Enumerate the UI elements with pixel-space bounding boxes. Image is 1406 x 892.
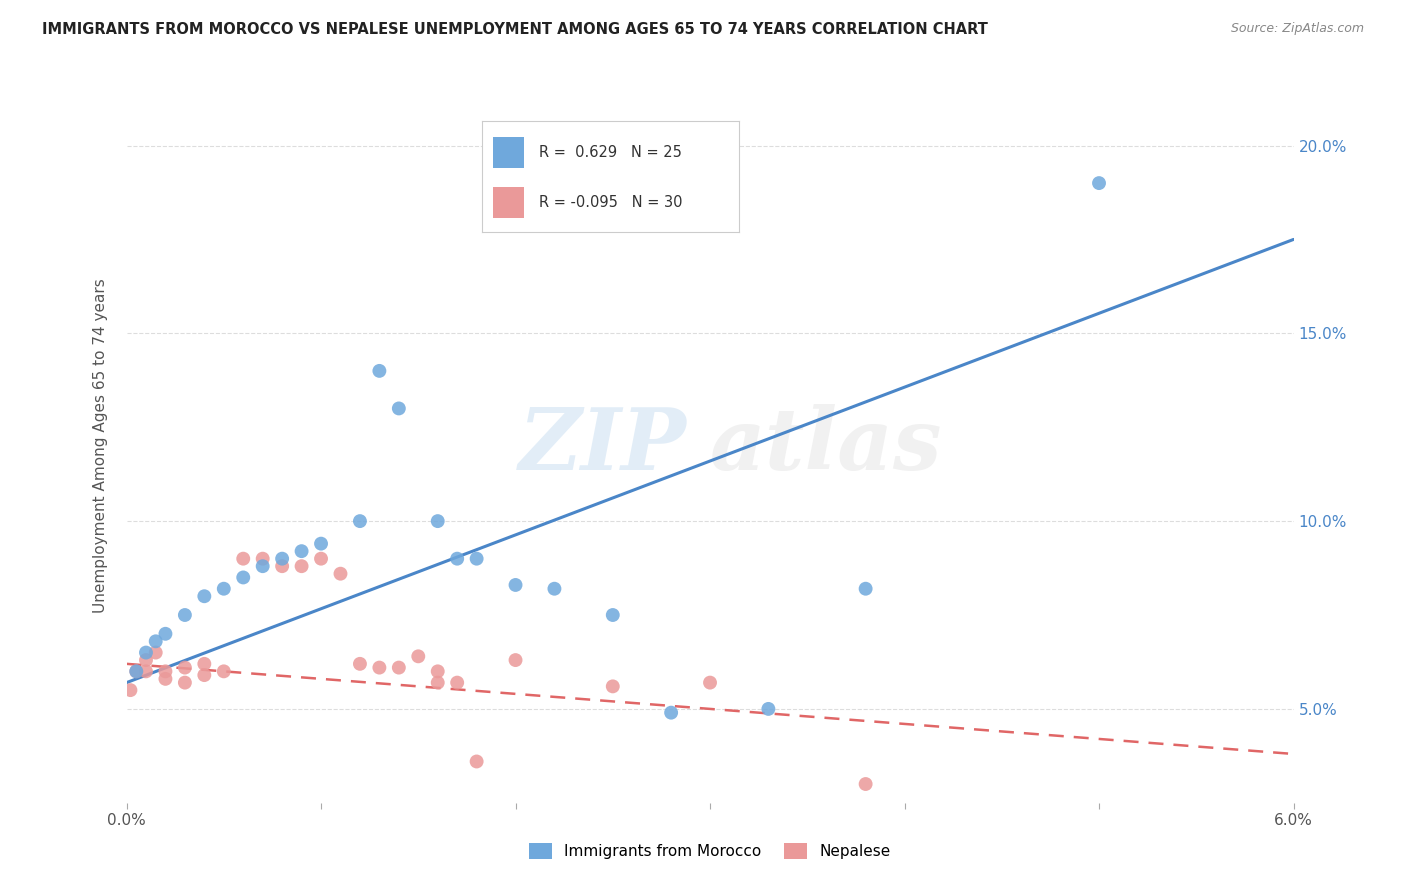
Text: atlas: atlas (710, 404, 942, 488)
Point (174, 607, 197, 622)
Point (1088, 176, 1111, 190)
Point (193, 668, 215, 682)
Point (271, 559, 294, 574)
Point (756, 702, 779, 716)
Point (232, 570, 254, 584)
Point (125, 665, 148, 679)
Point (174, 675, 197, 690)
Point (193, 657, 215, 671)
Point (505, 578, 527, 592)
Point (329, 566, 352, 581)
Point (252, 551, 274, 566)
Point (135, 646, 157, 660)
Point (855, 582, 877, 596)
Point (145, 646, 167, 660)
Point (855, 777, 877, 791)
Point (145, 634, 167, 648)
Point (426, 514, 449, 528)
Text: IMMIGRANTS FROM MOROCCO VS NEPALESE UNEMPLOYMENT AMONG AGES 65 TO 74 YEARS CORRE: IMMIGRANTS FROM MOROCCO VS NEPALESE UNEM… (42, 22, 988, 37)
Point (349, 657, 371, 671)
Point (135, 665, 157, 679)
Legend: Immigrants from Morocco, Nepalese: Immigrants from Morocco, Nepalese (522, 835, 898, 866)
Point (232, 551, 254, 566)
Point (388, 401, 411, 416)
Point (193, 589, 215, 603)
Point (465, 755, 488, 769)
Point (155, 672, 177, 686)
Point (309, 536, 332, 550)
Point (368, 660, 391, 674)
Point (125, 665, 148, 679)
Point (699, 675, 721, 690)
Y-axis label: Unemployment Among Ages 65 to 74 years: Unemployment Among Ages 65 to 74 years (93, 278, 108, 614)
Point (120, 683, 142, 698)
Point (543, 582, 565, 596)
Point (309, 551, 332, 566)
Point (659, 706, 682, 720)
Point (271, 551, 294, 566)
Point (252, 559, 274, 574)
Point (602, 679, 624, 693)
Point (408, 649, 430, 664)
Point (602, 607, 624, 622)
Point (155, 627, 177, 641)
Text: Source: ZipAtlas.com: Source: ZipAtlas.com (1230, 22, 1364, 36)
Point (465, 551, 488, 566)
Point (290, 559, 312, 574)
Point (446, 551, 468, 566)
Point (426, 675, 449, 690)
Point (426, 665, 449, 679)
Point (155, 665, 177, 679)
Point (505, 653, 527, 667)
Point (368, 364, 391, 378)
Point (212, 665, 235, 679)
Point (212, 582, 235, 596)
Point (174, 660, 197, 674)
Text: ZIP: ZIP (519, 404, 686, 488)
Point (388, 660, 411, 674)
Point (290, 544, 312, 558)
Point (446, 675, 468, 690)
Point (349, 514, 371, 528)
Point (135, 653, 157, 667)
